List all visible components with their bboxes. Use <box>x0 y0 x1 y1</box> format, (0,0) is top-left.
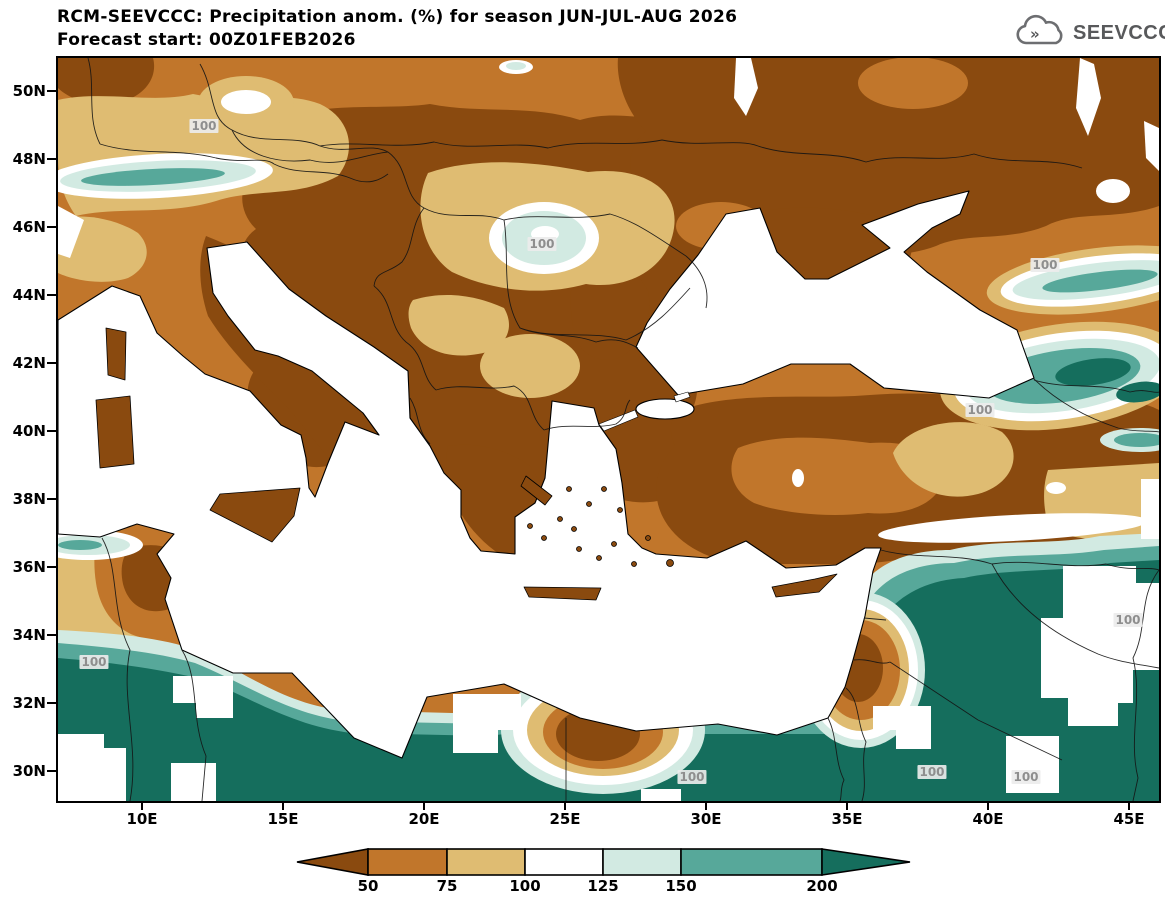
mediterranean-sea <box>58 241 882 759</box>
map-subtitle: Forecast start: 00Z01FEB2026 <box>57 30 356 50</box>
logo-text: SEEVCCC <box>1073 21 1165 44</box>
sea-of-marmara <box>635 398 695 420</box>
lon-tick-label: 45E <box>1113 810 1145 828</box>
crete <box>523 586 602 601</box>
masked-area-layer <box>58 58 1159 801</box>
colorbar-tick-label: 50 <box>357 877 379 895</box>
lat-tick-mark <box>47 634 56 636</box>
colorbar-left-arrow <box>296 848 369 876</box>
colorbar-segment-150-200 <box>680 848 823 876</box>
lat-tick-mark <box>47 770 56 772</box>
lat-tick-mark <box>47 294 56 296</box>
sardinia <box>95 395 135 469</box>
cyprus <box>771 573 838 598</box>
lat-tick-label: 42N <box>12 354 46 372</box>
colorbar-segment-75-100 <box>446 848 526 876</box>
lat-tick-label: 46N <box>12 218 46 236</box>
colorbar-segment-50-75 <box>367 848 448 876</box>
lat-tick-mark <box>47 158 56 160</box>
country-borders-layer <box>87 58 1159 801</box>
lat-tick-label: 34N <box>12 626 46 644</box>
euboea <box>520 475 553 506</box>
lat-tick-mark <box>47 566 56 568</box>
logo-chevrons: » <box>1030 25 1040 43</box>
lat-tick-label: 32N <box>12 694 46 712</box>
lat-tick-mark <box>47 430 56 432</box>
lat-tick-label: 36N <box>12 558 46 576</box>
map-area: 100 100 100 100 100 100 100 100 100 <box>56 56 1161 803</box>
lon-tick-label: 40E <box>972 810 1004 828</box>
lon-tick-label: 30E <box>690 810 722 828</box>
corsica <box>105 327 127 381</box>
lat-tick-label: 48N <box>12 150 46 168</box>
lat-tick-mark <box>47 226 56 228</box>
lake-tuz <box>792 469 804 487</box>
cloud-icon: » <box>1016 14 1063 45</box>
lon-tick-label: 10E <box>126 810 158 828</box>
lat-tick-label: 30N <box>12 762 46 780</box>
lat-tick-label: 50N <box>12 82 46 100</box>
lon-tick-label: 15E <box>267 810 299 828</box>
aegean-islands <box>527 486 674 567</box>
colorbar-segment-100-125 <box>524 848 604 876</box>
map-title: RCM-SEEVCCC: Precipitation anom. (%) for… <box>57 7 738 27</box>
black-sea <box>635 190 1035 399</box>
lon-tick-label: 25E <box>549 810 581 828</box>
lat-tick-label: 40N <box>12 422 46 440</box>
bosphorus-strait <box>673 391 691 403</box>
colorbar-segment-125-150 <box>602 848 682 876</box>
lat-tick-label: 44N <box>12 286 46 304</box>
seevccc-logo: » SEEVCCC <box>1014 14 1165 52</box>
colorbar-tick-label: 125 <box>587 877 619 895</box>
colorbar-tick-label: 75 <box>436 877 458 895</box>
lon-tick-label: 35E <box>831 810 863 828</box>
sea-layer <box>58 190 1035 759</box>
island-layer <box>95 327 838 601</box>
lon-tick-label: 20E <box>408 810 440 828</box>
lat-tick-label: 38N <box>12 490 46 508</box>
colorbar-tick-label: 100 <box>509 877 541 895</box>
lat-tick-mark <box>47 90 56 92</box>
colorbar-tick-label: 200 <box>806 877 838 895</box>
lat-tick-mark <box>47 498 56 500</box>
lat-tick-mark <box>47 362 56 364</box>
colorbar-tick-label: 150 <box>665 877 697 895</box>
lake-van <box>1046 482 1066 494</box>
sicily <box>209 487 301 543</box>
precipitation-contour-map <box>58 58 1159 801</box>
colorbar <box>296 848 911 876</box>
colorbar-right-arrow <box>821 848 911 876</box>
lat-tick-mark <box>47 702 56 704</box>
